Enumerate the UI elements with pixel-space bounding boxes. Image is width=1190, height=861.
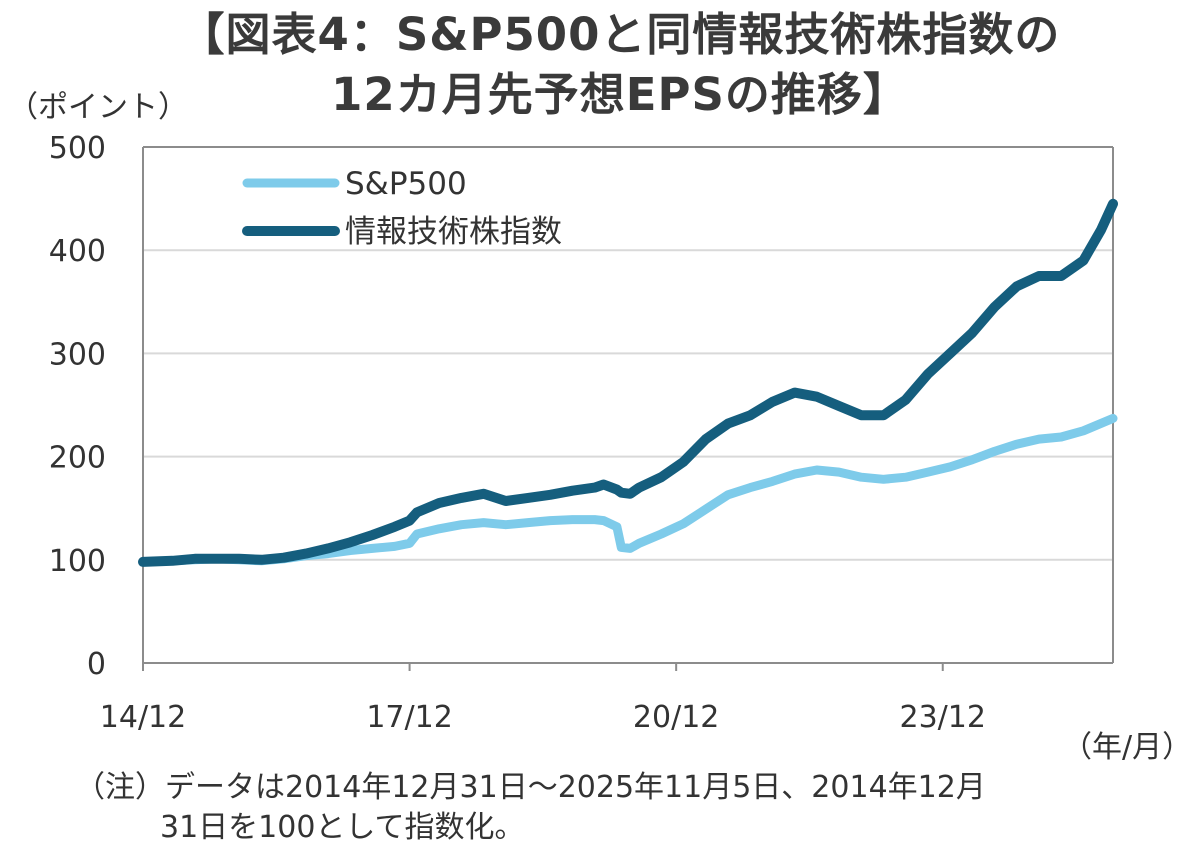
y-tick-label-0: 0 [87, 647, 106, 682]
x-tick-label-2: 20/12 [633, 700, 719, 735]
axes [142, 146, 1114, 671]
chart-title-line2: 12カ月先予想EPSの推移】 [331, 68, 909, 121]
y-tick-label-500: 500 [49, 131, 106, 166]
x-tick-label-0: 14/12 [100, 700, 186, 735]
data-series [138, 198, 1118, 567]
chart-note: （注）データは2014年12月31日～2025年11月5日、2014年12月 3… [75, 768, 986, 848]
y-tick-label-300: 300 [49, 337, 106, 372]
chart-title-line1: 【図表4：S&P500と同情報技術株指数の [179, 8, 1061, 61]
x-tick-label-1: 17/12 [366, 700, 452, 735]
note-line1: （注）データは2014年12月31日～2025年11月5日、2014年12月 [75, 770, 986, 805]
x-tick-label-3: 23/12 [900, 700, 986, 735]
y-tick-label-200: 200 [49, 441, 106, 476]
y-tick-label-400: 400 [49, 234, 106, 269]
tick-labels: 0 100 200 300 400 500 14/12 17/12 20/12 23/12 [49, 131, 986, 735]
x-axis-unit-label: （年/月） [1062, 730, 1190, 765]
y-axis-unit-label: （ポイント） [8, 90, 188, 125]
legend: S&P500 情報技術株指数 [242, 166, 562, 250]
series-line-1 [138, 198, 1118, 567]
legend-label-0: S&P500 [345, 166, 467, 202]
legend-label-1: 情報技術株指数 [345, 214, 562, 250]
y-tick-label-100: 100 [49, 544, 106, 579]
note-line2: 31日を100として指数化。 [160, 810, 525, 845]
